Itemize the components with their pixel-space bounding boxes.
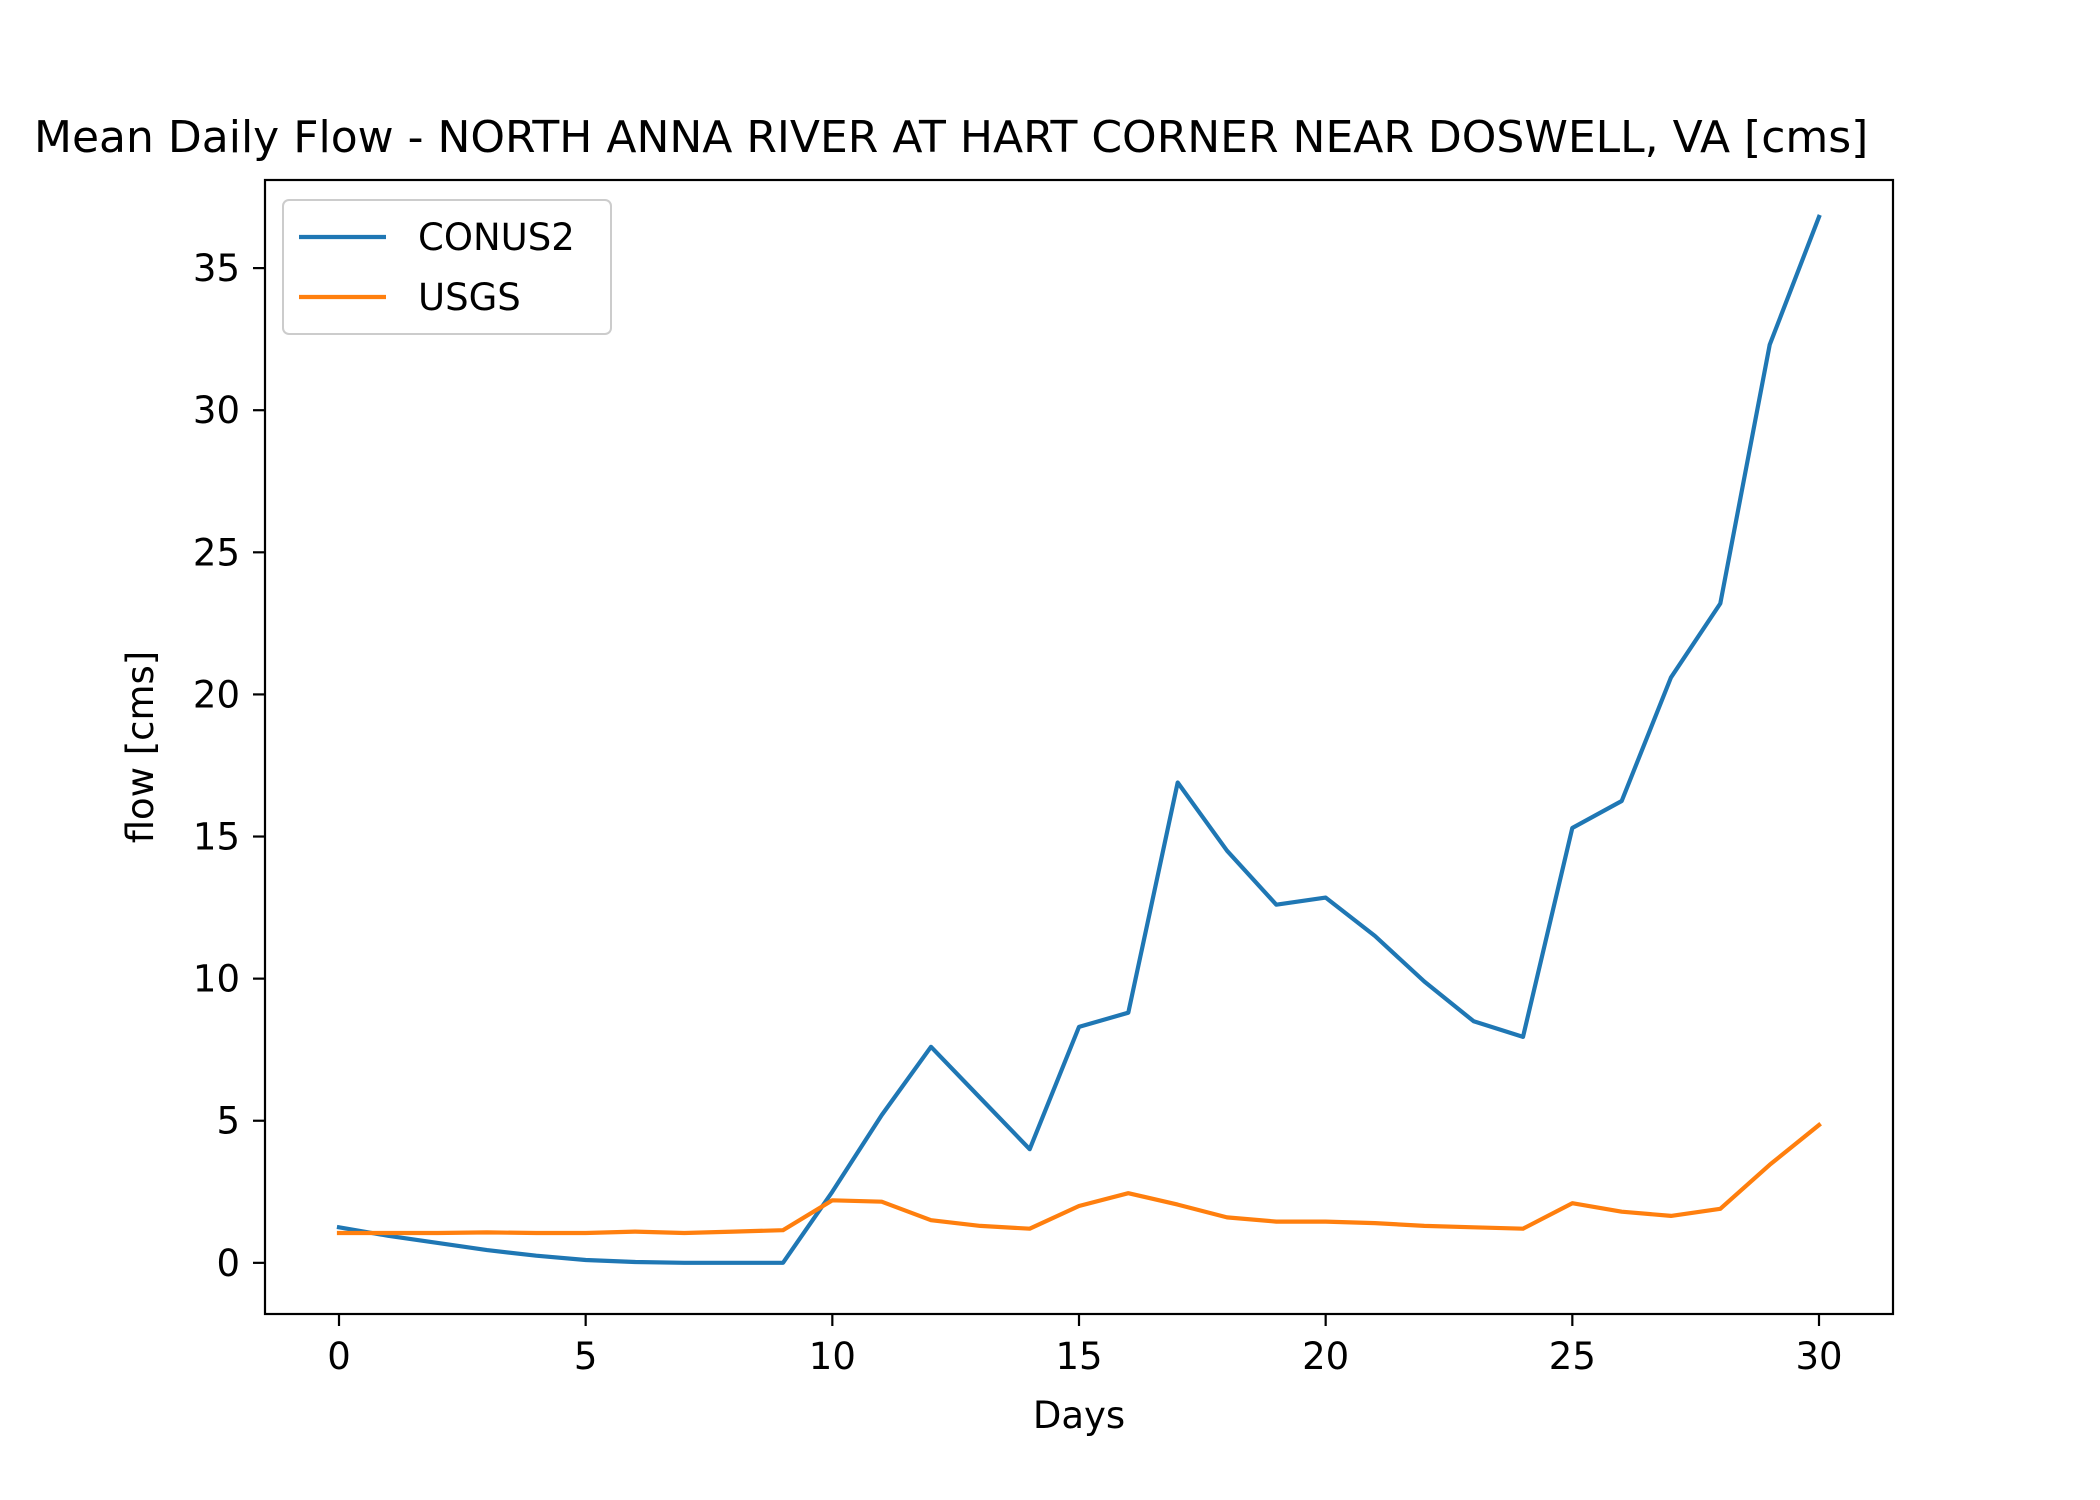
x-tick-label: 15 [1055, 1335, 1102, 1378]
series-line-usgs [336, 1122, 1822, 1236]
y-axis-label: flow [cms] [119, 651, 162, 844]
x-tick-label: 10 [809, 1335, 856, 1378]
legend-label-conus2: CONUS2 [418, 216, 575, 259]
x-axis-label: Days [1033, 1394, 1125, 1437]
legend-box [282, 199, 612, 335]
y-tick-label: 10 [193, 958, 240, 1001]
chart-title: Mean Daily Flow - NORTH ANNA RIVER AT HA… [34, 112, 1868, 163]
y-axis-ticks: 0 5 10 15 20 25 30 35 [193, 247, 265, 1285]
y-tick-label: 25 [193, 531, 240, 574]
y-tick-label: 5 [216, 1100, 240, 1143]
x-axis-ticks: 0 5 10 15 20 25 30 [327, 1314, 1843, 1378]
x-tick-label: 20 [1302, 1335, 1349, 1378]
x-tick-label: 30 [1795, 1335, 1842, 1378]
legend-label-usgs: USGS [418, 276, 521, 319]
x-tick-label: 5 [574, 1335, 598, 1378]
y-tick-label: 15 [193, 816, 240, 859]
y-tick-label: 30 [193, 389, 240, 432]
legend: CONUS2 USGS [282, 199, 612, 335]
y-tick-label: 0 [216, 1242, 240, 1285]
y-tick-label: 20 [193, 673, 240, 716]
series-layer [336, 214, 1822, 1265]
series-line-conus2 [336, 214, 1822, 1265]
x-tick-label: 0 [327, 1335, 351, 1378]
y-tick-label: 35 [193, 247, 240, 290]
x-tick-label: 25 [1549, 1335, 1596, 1378]
